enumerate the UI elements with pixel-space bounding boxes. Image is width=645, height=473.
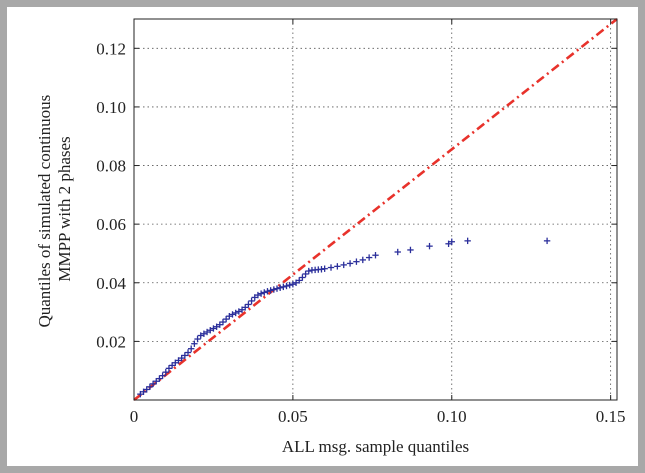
data-point (353, 258, 360, 265)
data-point (248, 297, 255, 305)
grid (134, 19, 617, 400)
y-tick-label: 0.06 (96, 215, 126, 234)
data-point (156, 375, 163, 382)
data-point (229, 311, 236, 318)
data-point (254, 291, 262, 299)
data-point (280, 283, 287, 291)
data-point (257, 290, 265, 297)
plot-border (133, 18, 618, 401)
data-point (407, 246, 414, 254)
data-point (286, 281, 293, 289)
y-axis-label: Quantiles of simulated continuous MMPP w… (35, 90, 74, 327)
y-axis-label-line-1: Quantiles of simulated continuous (35, 95, 54, 328)
data-point (181, 352, 189, 359)
data-point (242, 304, 249, 311)
y-tick-label: 0.04 (96, 274, 126, 293)
data-point (270, 286, 278, 293)
data-point (464, 237, 471, 245)
y-tick-label: 0.10 (96, 98, 126, 117)
data-point (296, 277, 303, 284)
x-tick-label: 0.10 (437, 407, 467, 426)
x-axis-label: ALL msg. sample quantiles (282, 437, 469, 456)
x-tick-label: 0 (130, 407, 139, 426)
qq-plot: 0 0.05 0.10 0.15 0.02 0.04 0.06 0.08 0.10 0.12 AL… (35, 17, 626, 456)
data-point (184, 349, 192, 356)
data-point (222, 315, 230, 323)
data-point (159, 372, 166, 379)
figure-frame: 0 0.05 0.10 0.15 0.02 0.04 0.06 0.08 0.10 0.12 AL… (7, 7, 638, 466)
data-point (305, 267, 312, 275)
y-tick-label: 0.08 (96, 157, 126, 176)
x-tick-label: 0.05 (278, 407, 308, 426)
data-point (283, 282, 290, 290)
data-point (334, 263, 341, 270)
data-point (245, 301, 252, 308)
data-point (219, 318, 227, 326)
data-point (327, 264, 335, 271)
data-point (276, 284, 284, 291)
data-point (289, 281, 297, 288)
data-point (302, 270, 309, 278)
reference-line-segment (133, 17, 618, 402)
data-point (187, 345, 195, 352)
data-point (543, 237, 551, 245)
data-point (261, 289, 268, 296)
data-point (394, 248, 401, 256)
data-points (137, 237, 551, 398)
data-point (264, 288, 271, 295)
data-point (191, 340, 198, 347)
data-point (232, 309, 239, 317)
axis-ticks: 0 0.05 0.10 0.15 0.02 0.04 0.06 0.08 0.10 0.12 (96, 19, 626, 426)
data-point (426, 242, 433, 250)
reference-line (133, 17, 618, 402)
data-point (346, 260, 354, 267)
data-point (273, 285, 281, 292)
x-tick-label: 0.15 (596, 407, 626, 426)
data-point (146, 383, 154, 391)
data-point (359, 256, 366, 264)
y-tick-label: 0.12 (96, 39, 126, 58)
y-axis-label-line-2: MMPP with 2 phases (55, 136, 74, 281)
data-point (321, 265, 328, 272)
y-tick-label: 0.02 (96, 332, 126, 351)
data-point (340, 261, 347, 269)
data-point (372, 252, 379, 259)
data-point (448, 238, 455, 245)
data-point (365, 254, 373, 261)
data-point (162, 368, 169, 376)
data-point (165, 365, 173, 372)
data-point (299, 274, 306, 281)
data-point (267, 287, 274, 294)
data-point (194, 335, 201, 343)
